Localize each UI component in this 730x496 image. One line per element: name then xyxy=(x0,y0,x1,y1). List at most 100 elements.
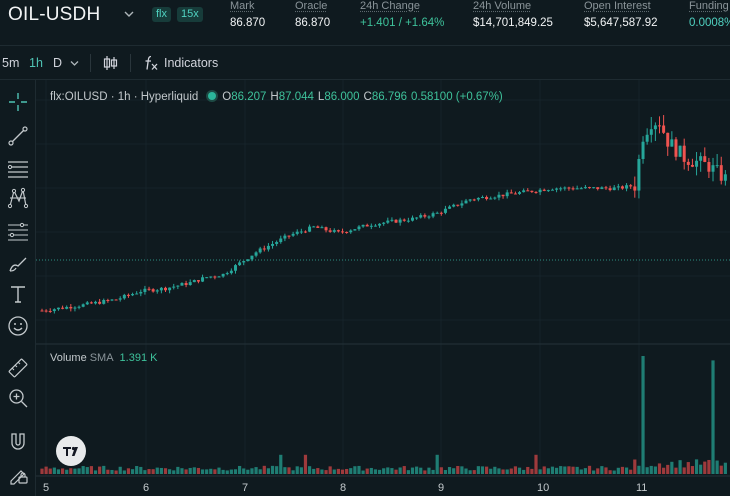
volume-bar xyxy=(386,467,390,474)
candle xyxy=(357,226,361,230)
volume-bar xyxy=(559,466,563,474)
stat-label[interactable]: Oracle xyxy=(295,0,328,12)
stat-value: 0.0008% xyxy=(689,17,730,29)
candle xyxy=(452,204,456,207)
volume-legend: Volume SMA 1.391 K xyxy=(50,352,157,364)
candle xyxy=(345,231,349,233)
volume-bar xyxy=(489,468,493,474)
indicators-button[interactable]: Indicators xyxy=(164,56,219,70)
candle xyxy=(69,306,73,309)
volume-bar xyxy=(571,466,575,474)
candle xyxy=(81,304,85,307)
tradingview-logo[interactable] xyxy=(56,436,86,466)
candle xyxy=(637,158,641,191)
volume-bar xyxy=(307,466,312,474)
volume-title[interactable]: Volume xyxy=(50,352,87,364)
candle xyxy=(620,186,624,189)
candle xyxy=(592,187,596,189)
candle xyxy=(571,188,575,190)
candle xyxy=(629,185,633,187)
candle xyxy=(546,190,550,192)
volume-bar xyxy=(328,466,332,474)
candle xyxy=(604,187,608,189)
zoom-icon[interactable] xyxy=(6,386,30,410)
volume-bar xyxy=(460,466,464,474)
volume-bar xyxy=(485,466,489,474)
chart-canvas[interactable]: 5 6 7 8 9 10 11 xyxy=(36,80,730,496)
candle xyxy=(538,189,542,193)
candle xyxy=(114,299,118,301)
dex-tag: flx xyxy=(152,7,171,22)
volume-bar xyxy=(662,467,666,474)
price-chart[interactable]: 5 6 7 8 9 10 11 flx:OILUSD · 1h · Hyperliquid O… xyxy=(36,80,730,496)
volume-bar xyxy=(221,469,225,474)
stat-value: 86.870 xyxy=(230,17,266,29)
timeframe-5m[interactable]: 5m xyxy=(2,56,20,70)
magnet-icon[interactable] xyxy=(6,430,30,454)
candle xyxy=(365,224,369,227)
candle xyxy=(271,243,275,246)
stat-label[interactable]: Mark xyxy=(230,0,255,12)
stat-label[interactable]: Open Interest xyxy=(584,0,651,12)
chevron-down-icon[interactable] xyxy=(124,9,134,19)
volume-bar xyxy=(135,466,139,474)
volume-bar xyxy=(410,467,415,474)
volume-bar xyxy=(139,466,143,474)
candle xyxy=(542,189,546,191)
timeframe-d[interactable]: D xyxy=(53,56,63,70)
volume-bar xyxy=(229,469,233,474)
volume-bar xyxy=(44,466,48,474)
chevron-down-icon[interactable] xyxy=(70,60,79,67)
volume-bar xyxy=(143,470,147,474)
volume-bar xyxy=(40,468,44,474)
volume-bar xyxy=(262,465,266,474)
stat-label[interactable]: Funding xyxy=(689,0,729,12)
text-icon[interactable] xyxy=(6,282,30,306)
brush-icon[interactable] xyxy=(6,252,30,276)
fib-icon[interactable] xyxy=(6,220,30,244)
volume-bar xyxy=(587,465,592,474)
candle xyxy=(94,301,98,304)
candle xyxy=(390,219,394,221)
time-tick-label: 8 xyxy=(340,482,346,494)
trend-line-icon[interactable] xyxy=(6,124,30,148)
horizontal-lines-icon[interactable] xyxy=(6,156,30,180)
ohlc-high: 87.044 xyxy=(278,91,314,103)
candle xyxy=(645,134,649,142)
lock-draw-icon[interactable] xyxy=(6,462,30,486)
candle xyxy=(295,231,299,234)
volume-bar xyxy=(649,465,653,474)
volume-bar xyxy=(147,469,151,474)
volume-bar xyxy=(657,463,662,474)
candle xyxy=(192,280,196,283)
stat-label[interactable]: 24h Volume xyxy=(473,0,532,12)
candle xyxy=(583,187,587,189)
volume-bar xyxy=(130,469,135,474)
volume-bar xyxy=(60,468,65,474)
crosshair-icon[interactable] xyxy=(6,90,30,114)
volume-bar xyxy=(295,466,299,474)
candle xyxy=(509,192,513,194)
fx-icon[interactable] xyxy=(142,54,160,72)
candle xyxy=(641,141,645,159)
symbol-title[interactable]: flx:OILUSD · 1h · Hyperliquid xyxy=(50,91,199,103)
volume-bar xyxy=(287,467,291,474)
candle xyxy=(336,230,340,232)
ruler-icon[interactable] xyxy=(6,356,30,380)
pattern-icon[interactable] xyxy=(6,186,30,210)
candle xyxy=(699,156,703,161)
timeframe-1h[interactable]: 1h xyxy=(29,56,43,70)
volume-bar xyxy=(682,467,686,474)
volume-bar xyxy=(110,469,114,474)
pair-selector[interactable]: OIL-USDH xyxy=(8,4,101,25)
candle xyxy=(658,125,661,127)
ohlc-label: H xyxy=(270,91,279,103)
candle xyxy=(612,187,616,191)
candle xyxy=(588,187,592,189)
stat-label[interactable]: 24h Change xyxy=(360,0,420,12)
emoji-icon[interactable] xyxy=(6,314,30,338)
candle xyxy=(625,185,629,189)
volume-bar xyxy=(505,469,509,474)
candles-icon[interactable] xyxy=(101,54,119,72)
volume-bar xyxy=(464,468,468,474)
